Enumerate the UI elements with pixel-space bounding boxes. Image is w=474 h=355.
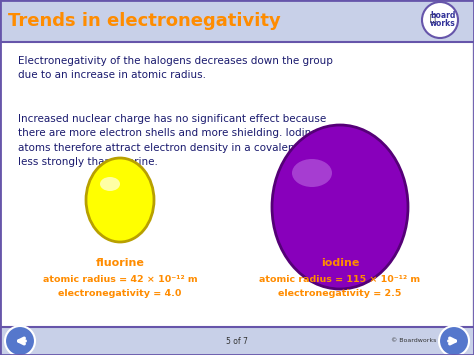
Text: Increased nuclear charge has no significant effect because
there are more electr: Increased nuclear charge has no signific…	[18, 114, 328, 167]
Text: atomic radius = 42 × 10⁻¹² m: atomic radius = 42 × 10⁻¹² m	[43, 274, 197, 284]
Text: electronegativity = 2.5: electronegativity = 2.5	[278, 289, 401, 299]
FancyBboxPatch shape	[0, 327, 474, 355]
FancyBboxPatch shape	[2, 43, 472, 326]
Text: © Boardworks Ltd 2009: © Boardworks Ltd 2009	[391, 339, 466, 344]
Text: works: works	[430, 18, 456, 27]
Ellipse shape	[292, 159, 332, 187]
Text: Trends in electronegativity: Trends in electronegativity	[8, 12, 281, 30]
Circle shape	[439, 326, 469, 355]
Ellipse shape	[100, 177, 120, 191]
Text: Electronegativity of the halogens decreases down the group
due to an increase in: Electronegativity of the halogens decrea…	[18, 56, 333, 80]
Text: 📖: 📖	[429, 12, 435, 22]
Text: fluorine: fluorine	[96, 258, 145, 268]
Text: iodine: iodine	[321, 258, 359, 268]
Ellipse shape	[272, 125, 408, 289]
Circle shape	[5, 326, 35, 355]
Text: board: board	[430, 11, 456, 20]
Text: atomic radius = 115 × 10⁻¹² m: atomic radius = 115 × 10⁻¹² m	[259, 274, 420, 284]
Text: electronegativity = 4.0: electronegativity = 4.0	[58, 289, 182, 299]
FancyBboxPatch shape	[0, 0, 474, 42]
Text: 5 of 7: 5 of 7	[226, 337, 248, 345]
Ellipse shape	[86, 158, 154, 242]
Circle shape	[422, 2, 458, 38]
